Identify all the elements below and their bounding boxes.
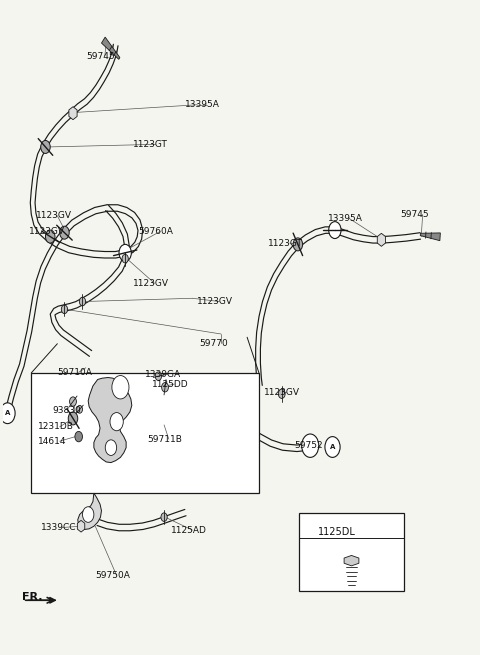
Circle shape — [301, 434, 319, 457]
Text: 1125DD: 1125DD — [152, 379, 189, 388]
Polygon shape — [377, 233, 385, 246]
Bar — [300, 513, 404, 591]
Circle shape — [83, 507, 94, 522]
Circle shape — [70, 397, 76, 406]
Text: 1339CC: 1339CC — [41, 523, 76, 532]
Text: 59750A: 59750A — [96, 571, 130, 580]
Circle shape — [75, 432, 83, 442]
Text: FR.: FR. — [22, 592, 42, 602]
Circle shape — [278, 389, 285, 398]
Circle shape — [329, 221, 341, 238]
Text: 59745: 59745 — [86, 52, 114, 60]
Text: 1125AD: 1125AD — [171, 525, 207, 534]
Circle shape — [79, 297, 85, 306]
Circle shape — [155, 372, 162, 381]
Polygon shape — [344, 555, 359, 566]
Text: 1123GV: 1123GV — [264, 388, 300, 397]
Text: 1123GV: 1123GV — [133, 279, 169, 288]
Text: 93830: 93830 — [53, 406, 81, 415]
Circle shape — [60, 226, 69, 239]
Text: 1125DL: 1125DL — [318, 527, 356, 537]
Text: 1123GV: 1123GV — [197, 297, 233, 306]
Text: 1123GT: 1123GT — [267, 238, 302, 248]
Text: 59745: 59745 — [400, 210, 429, 219]
Text: A: A — [5, 410, 10, 416]
Text: 1123GT: 1123GT — [133, 140, 168, 149]
Polygon shape — [88, 377, 132, 462]
Text: 14614: 14614 — [38, 437, 67, 445]
Circle shape — [161, 513, 167, 521]
Circle shape — [0, 403, 15, 424]
Circle shape — [119, 244, 132, 261]
Circle shape — [41, 140, 50, 153]
Text: 59711B: 59711B — [147, 435, 182, 443]
Polygon shape — [101, 37, 120, 60]
Polygon shape — [69, 107, 77, 120]
Text: 13395A: 13395A — [185, 100, 220, 109]
Text: 1123GV: 1123GV — [36, 212, 72, 220]
Circle shape — [110, 413, 123, 431]
Text: 1123GV: 1123GV — [29, 227, 65, 236]
Circle shape — [122, 254, 128, 263]
Circle shape — [112, 375, 129, 399]
Circle shape — [325, 437, 340, 457]
Circle shape — [293, 238, 302, 251]
Circle shape — [46, 230, 55, 243]
Polygon shape — [77, 520, 85, 532]
Text: 59760A: 59760A — [138, 227, 173, 236]
Polygon shape — [78, 493, 101, 529]
Circle shape — [77, 405, 83, 413]
Circle shape — [68, 412, 78, 425]
Text: 59752: 59752 — [295, 441, 323, 450]
Text: 1339GA: 1339GA — [145, 370, 181, 379]
Text: 59770: 59770 — [200, 339, 228, 348]
Circle shape — [105, 440, 117, 455]
Circle shape — [162, 383, 168, 392]
Polygon shape — [420, 233, 440, 240]
Text: 59710A: 59710A — [57, 368, 92, 377]
Text: A: A — [330, 444, 335, 450]
Circle shape — [61, 305, 68, 314]
Text: 1231DB: 1231DB — [38, 422, 74, 432]
Text: 13395A: 13395A — [328, 214, 363, 223]
Bar — [31, 373, 259, 493]
